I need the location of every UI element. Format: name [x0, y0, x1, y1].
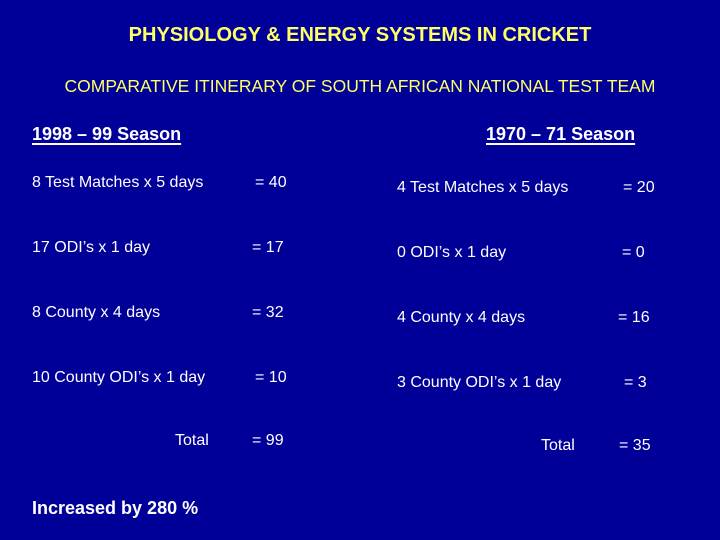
- itinerary-value-left: = 32: [252, 304, 284, 321]
- itinerary-item-left: 8 County x 4 days: [32, 304, 161, 321]
- itinerary-item-right: 4 Test Matches x 5 days: [397, 179, 569, 196]
- itinerary-item-left: 17 ODI’s x 1 day: [32, 239, 150, 256]
- season-heading-right: 1970 – 71 Season: [486, 124, 636, 144]
- slide-title: PHYSIOLOGY & ENERGY SYSTEMS IN CRICKET: [128, 24, 592, 46]
- itinerary-value-left: = 10: [255, 369, 287, 386]
- itinerary-item-right: 3 County ODI’s x 1 day: [397, 374, 562, 391]
- itinerary-value-right: = 0: [622, 244, 645, 261]
- itinerary-value-right: = 3: [624, 374, 647, 391]
- total-label-right: Total: [541, 437, 575, 454]
- slide-subtitle: COMPARATIVE ITINERARY OF SOUTH AFRICAN N…: [64, 76, 656, 96]
- itinerary-value-right: = 20: [623, 179, 655, 196]
- season-heading-left: 1998 – 99 Season: [32, 124, 182, 144]
- increase-note: Increased by 280 %: [32, 498, 199, 518]
- total-value-left: = 99: [252, 432, 284, 449]
- total-label-left: Total: [175, 432, 209, 449]
- itinerary-item-right: 4 County x 4 days: [397, 309, 526, 326]
- itinerary-item-right: 0 ODI’s x 1 day: [397, 244, 507, 261]
- itinerary-item-left: 10 County ODI’s x 1 day: [32, 369, 206, 386]
- itinerary-item-left: 8 Test Matches x 5 days: [32, 174, 204, 191]
- itinerary-value-left: = 40: [255, 174, 287, 191]
- total-value-right: = 35: [619, 437, 651, 454]
- itinerary-value-left: = 17: [252, 239, 284, 256]
- itinerary-value-right: = 16: [618, 309, 650, 326]
